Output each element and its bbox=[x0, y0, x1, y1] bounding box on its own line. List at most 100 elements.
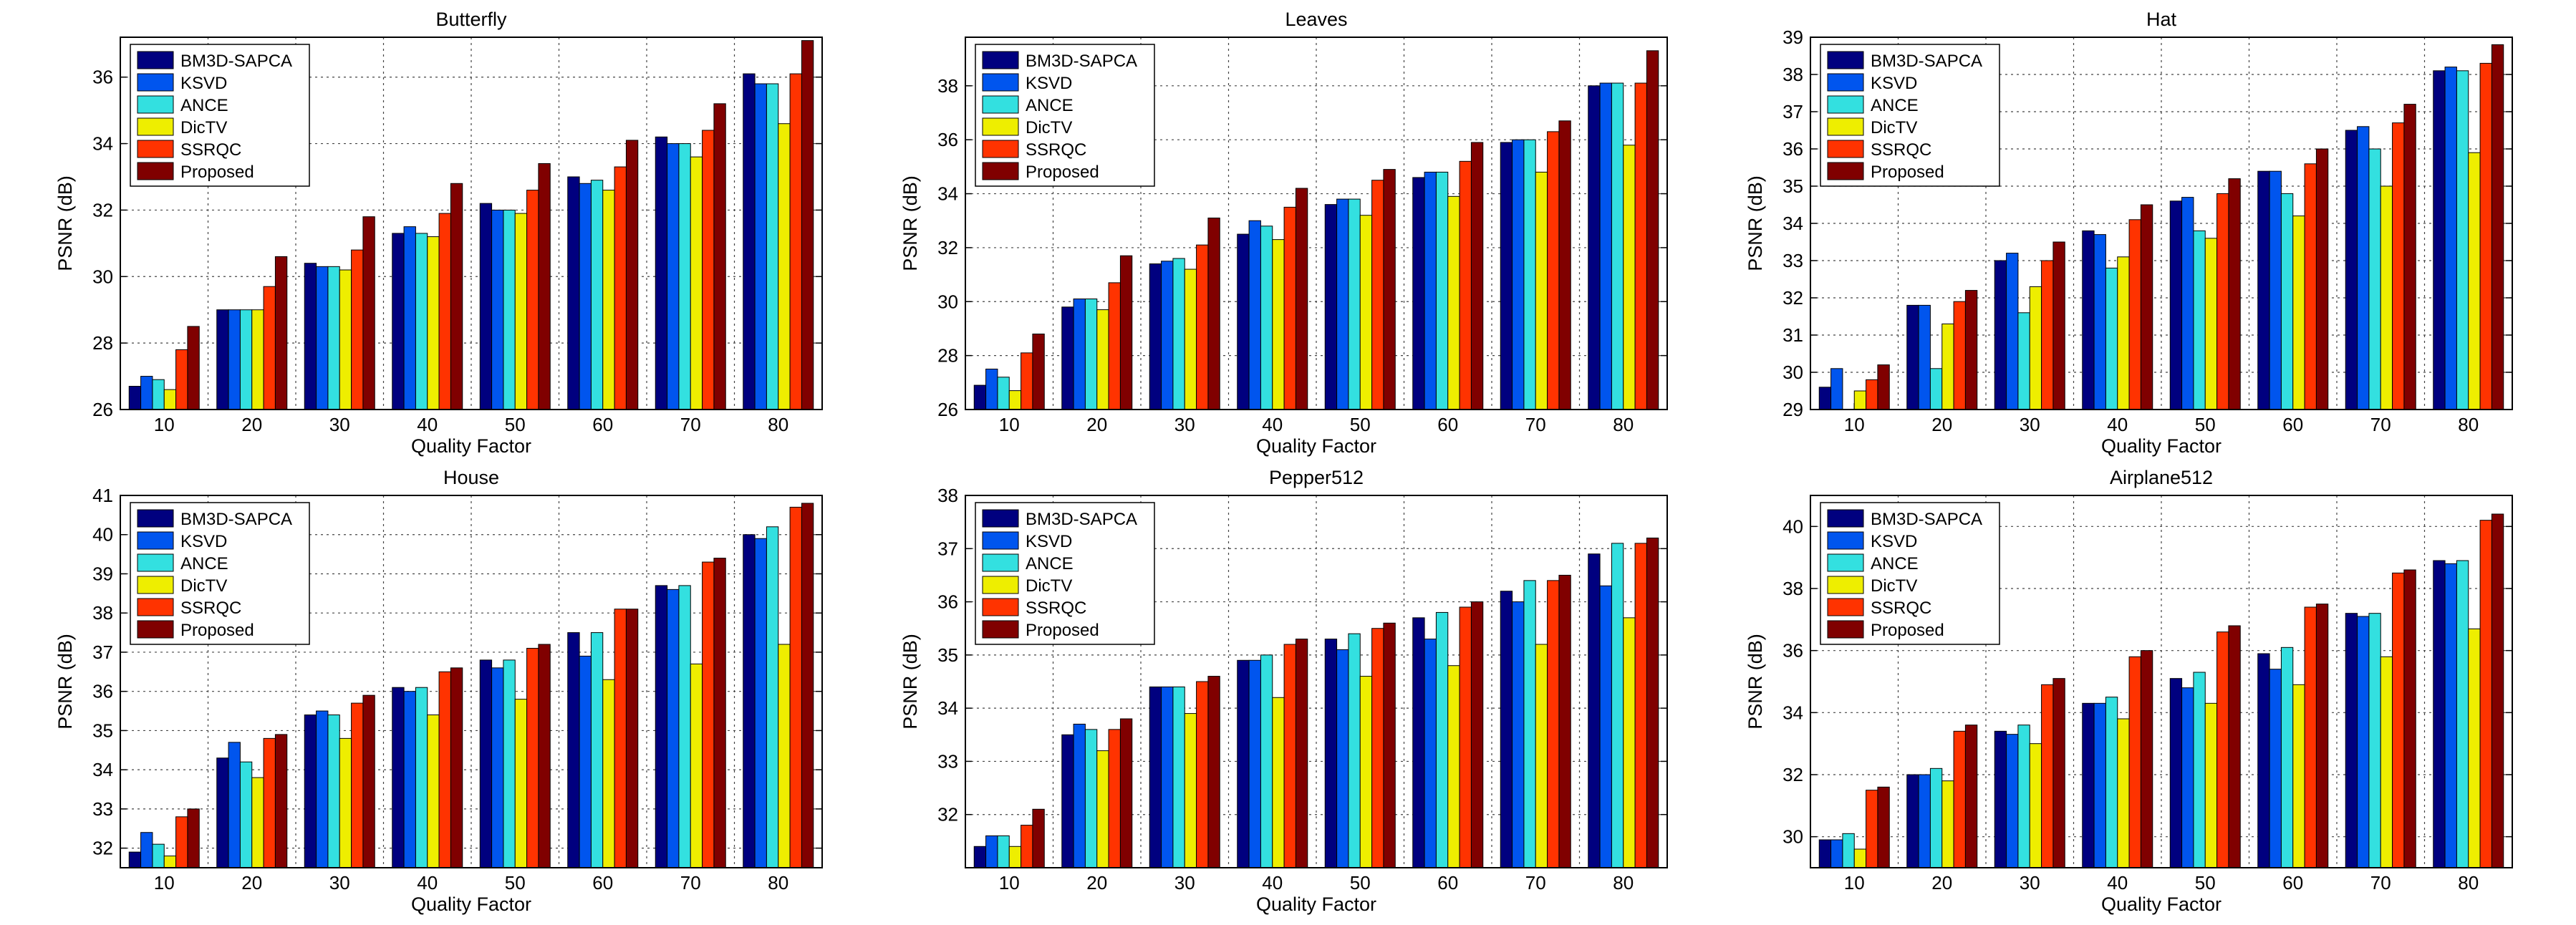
bar-proposed-10 bbox=[1877, 786, 1890, 868]
bar-ksvd-20 bbox=[1073, 723, 1086, 868]
bar-ssrqc-50 bbox=[526, 190, 539, 410]
y-tick-label: 30 bbox=[1783, 362, 1803, 383]
x-tick-label: 30 bbox=[1174, 872, 1195, 893]
legend-label: SSRQC bbox=[1026, 599, 1086, 618]
bar-dictv-70 bbox=[2380, 185, 2393, 410]
bar-ksvd-50 bbox=[1336, 198, 1349, 410]
bar-bm3d-sapca-70 bbox=[2345, 130, 2358, 410]
bar-proposed-80 bbox=[2491, 44, 2504, 410]
bar-bm3d-sapca-50 bbox=[2169, 200, 2183, 410]
x-tick-label: 20 bbox=[241, 414, 262, 435]
bar-ance-40 bbox=[1260, 654, 1273, 868]
bar-ance-10 bbox=[997, 377, 1010, 410]
bar-ksvd-30 bbox=[316, 710, 329, 868]
legend-swatch bbox=[1827, 598, 1864, 616]
x-tick-label: 10 bbox=[154, 414, 175, 435]
x-tick-label: 30 bbox=[1174, 414, 1195, 435]
bar-ssrqc-10 bbox=[1866, 379, 1878, 410]
bar-ssrqc-30 bbox=[1196, 681, 1209, 868]
x-tick-label: 50 bbox=[1350, 872, 1371, 893]
x-tick-label: 30 bbox=[329, 414, 350, 435]
x-tick-label: 50 bbox=[2195, 414, 2216, 435]
bar-ksvd-40 bbox=[403, 691, 416, 868]
legend-label: Proposed bbox=[180, 621, 254, 640]
x-axis-label: Quality Factor bbox=[2101, 893, 2222, 915]
y-tick-label: 32 bbox=[92, 199, 113, 221]
bar-ssrqc-80 bbox=[2479, 520, 2492, 868]
y-tick-label: 38 bbox=[1783, 578, 1803, 599]
bar-proposed-80 bbox=[801, 40, 814, 410]
legend-label: DicTV bbox=[1871, 118, 1917, 137]
bar-dictv-10 bbox=[1008, 390, 1022, 410]
x-tick-label: 60 bbox=[2282, 414, 2303, 435]
bar-bm3d-sapca-80 bbox=[743, 73, 756, 410]
legend-label: ANCE bbox=[180, 554, 228, 573]
x-axis-label: Quality Factor bbox=[411, 435, 531, 457]
axes-box bbox=[965, 37, 1668, 410]
bar-proposed-60 bbox=[1470, 142, 1484, 410]
y-tick-label: 29 bbox=[1783, 399, 1803, 420]
x-tick-label: 60 bbox=[592, 872, 613, 893]
bar-ssrqc-20 bbox=[1108, 282, 1121, 410]
chart-title: Airplane512 bbox=[2110, 467, 2213, 488]
legend-label: BM3D-SAPCA bbox=[180, 52, 292, 71]
chart-2: 29 30 31 32 33 34 35 36 37 38 39 10 20 30 40 50 60 70 80 Ha… bbox=[1745, 9, 2513, 457]
bar-bm3d-sapca-20 bbox=[216, 757, 229, 868]
bar-dictv-40 bbox=[1272, 239, 1285, 410]
legend-swatch bbox=[982, 117, 1019, 136]
chart-title: House bbox=[443, 467, 499, 488]
bar-dictv-10 bbox=[163, 856, 177, 868]
bar-ssrqc-20 bbox=[263, 737, 276, 868]
bar-dictv-30 bbox=[339, 737, 352, 868]
legend-label: DicTV bbox=[180, 576, 227, 596]
bar-ance-50 bbox=[503, 209, 516, 410]
bar-dictv-50 bbox=[2204, 702, 2218, 868]
chart-1: 26 28 30 32 34 36 38 10 20 30 40 50 60 70 80 Leaves Qual… bbox=[899, 9, 1668, 457]
y-tick-label: 39 bbox=[92, 563, 113, 584]
bar-dictv-60 bbox=[1447, 665, 1460, 868]
bar-ssrqc-40 bbox=[1283, 644, 1296, 868]
y-tick-label: 30 bbox=[92, 266, 113, 287]
bar-ance-50 bbox=[2193, 672, 2206, 868]
bar-proposed-20 bbox=[1964, 725, 1978, 868]
bar-ssrqc-70 bbox=[2392, 572, 2405, 868]
legend-swatch bbox=[982, 598, 1019, 616]
bar-dictv-20 bbox=[1096, 750, 1109, 868]
bar-ance-40 bbox=[415, 687, 428, 868]
bar-bm3d-sapca-20 bbox=[1061, 734, 1074, 868]
legend: BM3D-SAPCA KSVD ANCE DicTV SSRQC Proposed bbox=[130, 44, 310, 187]
bar-ksvd-60 bbox=[579, 655, 592, 868]
bar-ance-40 bbox=[1260, 226, 1273, 410]
bar-ance-60 bbox=[1435, 611, 1449, 868]
bar-dictv-20 bbox=[1941, 780, 1954, 868]
bar-bm3d-sapca-20 bbox=[1061, 306, 1074, 410]
bar-ksvd-40 bbox=[403, 226, 416, 410]
bar-proposed-70 bbox=[1558, 574, 1571, 868]
y-tick-label: 32 bbox=[92, 838, 113, 859]
bar-proposed-30 bbox=[1207, 676, 1220, 868]
chart-title: Hat bbox=[2146, 9, 2177, 30]
legend-swatch bbox=[137, 51, 174, 69]
bar-ssrqc-70 bbox=[2392, 122, 2405, 410]
bar-dictv-30 bbox=[2029, 286, 2042, 410]
bar-dictv-40 bbox=[427, 236, 440, 410]
x-tick-label: 10 bbox=[999, 414, 1020, 435]
bar-dictv-80 bbox=[1623, 617, 1636, 868]
x-axis-label: Quality Factor bbox=[1256, 893, 1376, 915]
chart-4: 32 33 34 35 36 37 38 10 20 30 40 50 60 70 80 Pepper512 Q… bbox=[899, 467, 1668, 915]
bar-ksvd-20 bbox=[1073, 299, 1086, 410]
legend-swatch bbox=[982, 140, 1019, 158]
bar-proposed-30 bbox=[362, 694, 375, 868]
legend: BM3D-SAPCA KSVD ANCE DicTV SSRQC Proposed bbox=[975, 502, 1155, 645]
bar-bm3d-sapca-60 bbox=[1412, 177, 1425, 410]
bar-bm3d-sapca-40 bbox=[392, 233, 405, 410]
bar-ksvd-10 bbox=[140, 832, 153, 868]
bar-proposed-70 bbox=[1558, 120, 1571, 410]
x-tick-label: 20 bbox=[1931, 414, 1952, 435]
bar-proposed-70 bbox=[2403, 569, 2416, 868]
legend-swatch bbox=[982, 95, 1019, 114]
bar-bm3d-sapca-30 bbox=[304, 715, 317, 868]
bar-ksvd-30 bbox=[1161, 261, 1174, 410]
legend-swatch bbox=[137, 117, 174, 136]
bar-dictv-10 bbox=[1008, 846, 1022, 868]
